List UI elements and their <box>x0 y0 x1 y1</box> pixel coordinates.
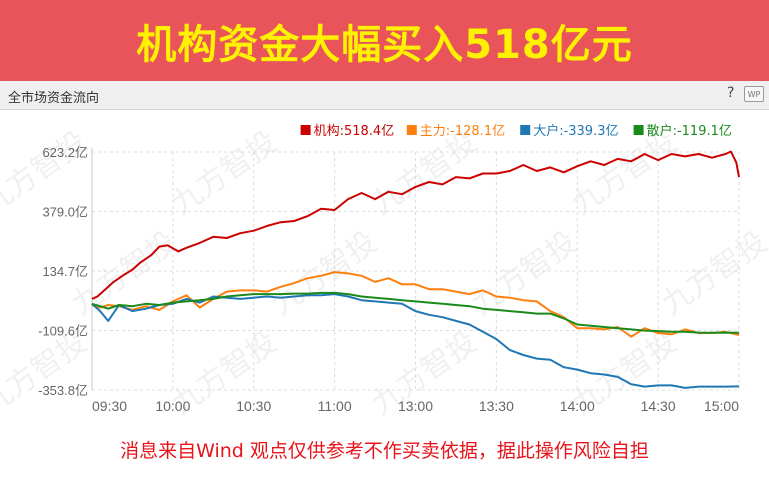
legend-swatch <box>406 125 417 135</box>
fund-flow-panel: 全市场资金流向 ? WP 九方智投 九方智投 九方智投 九方智投 九方智投 九方智投 九方智… <box>0 81 769 421</box>
panel-header: 全市场资金流向 ? WP <box>0 81 769 110</box>
legend-swatch <box>520 125 531 135</box>
series-line-主力 <box>91 271 740 338</box>
headline-title: 机构资金大幅买入518亿元 <box>136 21 633 68</box>
watermark-text: 九方智投 <box>655 224 769 321</box>
x-tick-label: 13:00 <box>398 398 433 414</box>
disclaimer-text: 消息来自Wind 观点仅供参考不作买卖依据，据此操作风险自担 <box>120 439 649 462</box>
legend-label: 机构:518.4亿 <box>314 124 395 139</box>
watermark-text: 九方智投 <box>0 324 94 421</box>
x-tick-label: 09:30 <box>92 398 127 414</box>
y-tick-label: -109.6亿 <box>38 324 88 339</box>
watermark-text: 九方智投 <box>565 124 683 221</box>
x-tick-label: 14:00 <box>560 398 595 414</box>
series-line-散户 <box>91 291 740 334</box>
legend-label: 散户:-119.1亿 <box>647 123 732 139</box>
x-tick-label: 14:30 <box>641 398 676 414</box>
window-pin-icon[interactable]: WP <box>744 86 764 102</box>
legend: 机构:518.4亿 主力:-128.1亿 大户:-339.3亿 散户:-119.1亿 <box>300 123 732 139</box>
legend-label: 大户:-339.3亿 <box>533 123 618 139</box>
y-tick-label: 134.7亿 <box>42 264 88 279</box>
y-tick-label: 379.0亿 <box>42 204 88 219</box>
legend-swatch <box>633 125 644 135</box>
headline-banner: 机构资金大幅买入518亿元 <box>0 0 769 81</box>
watermark-text: 九方智投 <box>165 124 283 221</box>
watermark-text: 九方智投 <box>465 224 583 321</box>
panel-title: 全市场资金流向 <box>8 91 100 106</box>
series-line-机构 <box>91 150 740 300</box>
x-tick-label: 15:00 <box>704 398 739 414</box>
help-icon[interactable]: ? <box>727 85 735 101</box>
y-tick-label: 623.2亿 <box>42 145 88 160</box>
x-tick-label: 13:30 <box>479 398 514 414</box>
watermark-text: 九方智投 <box>365 124 483 221</box>
legend-swatch <box>300 125 311 135</box>
legend-label: 主力:-128.1亿 <box>420 124 505 139</box>
x-tick-label: 10:30 <box>236 398 271 414</box>
y-tick-label: -353.8亿 <box>38 383 88 398</box>
x-tick-label: 10:00 <box>155 398 190 414</box>
disclaimer-bar: 消息来自Wind 观点仅供参考不作买卖依据，据此操作风险自担 <box>0 421 769 477</box>
x-tick-label: 11:00 <box>318 398 352 414</box>
watermark-text: 九方智投 <box>265 224 383 321</box>
series-line-大户 <box>91 293 740 389</box>
